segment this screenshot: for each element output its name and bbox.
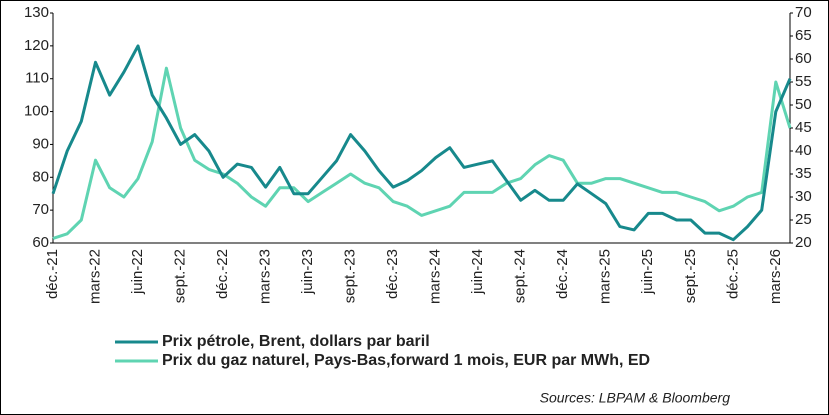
y2-tick-label: 20 <box>795 234 812 251</box>
source: Sources: LBPAM & Bloomberg <box>540 390 731 406</box>
x-tick-label: mars-25 <box>597 249 614 304</box>
y-tick-label: 90 <box>32 135 49 152</box>
series-line <box>51 44 792 242</box>
legend-label: Prix pétrole, Brent, dollars par baril <box>162 333 430 350</box>
y-tick-label: 60 <box>32 234 49 251</box>
x-tick-label: déc.-22 <box>214 249 231 299</box>
y2-tick-label: 70 <box>795 4 812 21</box>
x-tick-label: mars-23 <box>257 249 274 304</box>
x-tick-label: sept.-23 <box>342 249 359 303</box>
x-tick-label: mars-26 <box>767 249 784 304</box>
y-tick-label: 70 <box>32 201 49 218</box>
x-tick-label: sept.-25 <box>682 249 699 303</box>
x-tick-label: déc.-21 <box>44 249 61 299</box>
y2-tick-label: 60 <box>795 50 812 67</box>
y2-tick-label: 25 <box>795 211 812 228</box>
y-tick-label: 100 <box>24 103 49 120</box>
x-tick-label: mars-24 <box>427 249 444 304</box>
y-tick-label: 80 <box>32 168 49 185</box>
x-tick-label: déc.-24 <box>554 249 571 299</box>
y-tick-label: 120 <box>24 37 49 54</box>
y2-tick-label: 45 <box>795 119 812 136</box>
x-tick-label: mars-22 <box>86 249 103 304</box>
y-tick-label: 110 <box>25 70 49 87</box>
x-tick-label: déc.-25 <box>724 249 741 299</box>
y2-tick-label: 40 <box>795 142 812 159</box>
y-tick-label: 130 <box>24 4 49 21</box>
y2-tick-label: 65 <box>795 27 812 44</box>
series-line <box>52 66 792 240</box>
x-tick-label: sept.-24 <box>512 249 529 303</box>
y2-tick-label: 35 <box>795 165 812 182</box>
y2-tick-label: 50 <box>795 96 812 113</box>
x-tick-label: juin-23 <box>299 249 316 295</box>
x-tick-label: déc.-23 <box>384 249 401 299</box>
x-tick-label: juin-24 <box>469 249 486 295</box>
x-tick-label: sept.-22 <box>172 249 189 303</box>
x-tick-label: juin-25 <box>639 249 656 295</box>
x-tick-label: juin-22 <box>129 249 146 295</box>
legend-label: Prix du gaz naturel, Pays-Bas,forward 1 … <box>162 352 650 369</box>
y2-tick-label: 30 <box>795 188 812 205</box>
y2-tick-label: 55 <box>795 73 812 90</box>
